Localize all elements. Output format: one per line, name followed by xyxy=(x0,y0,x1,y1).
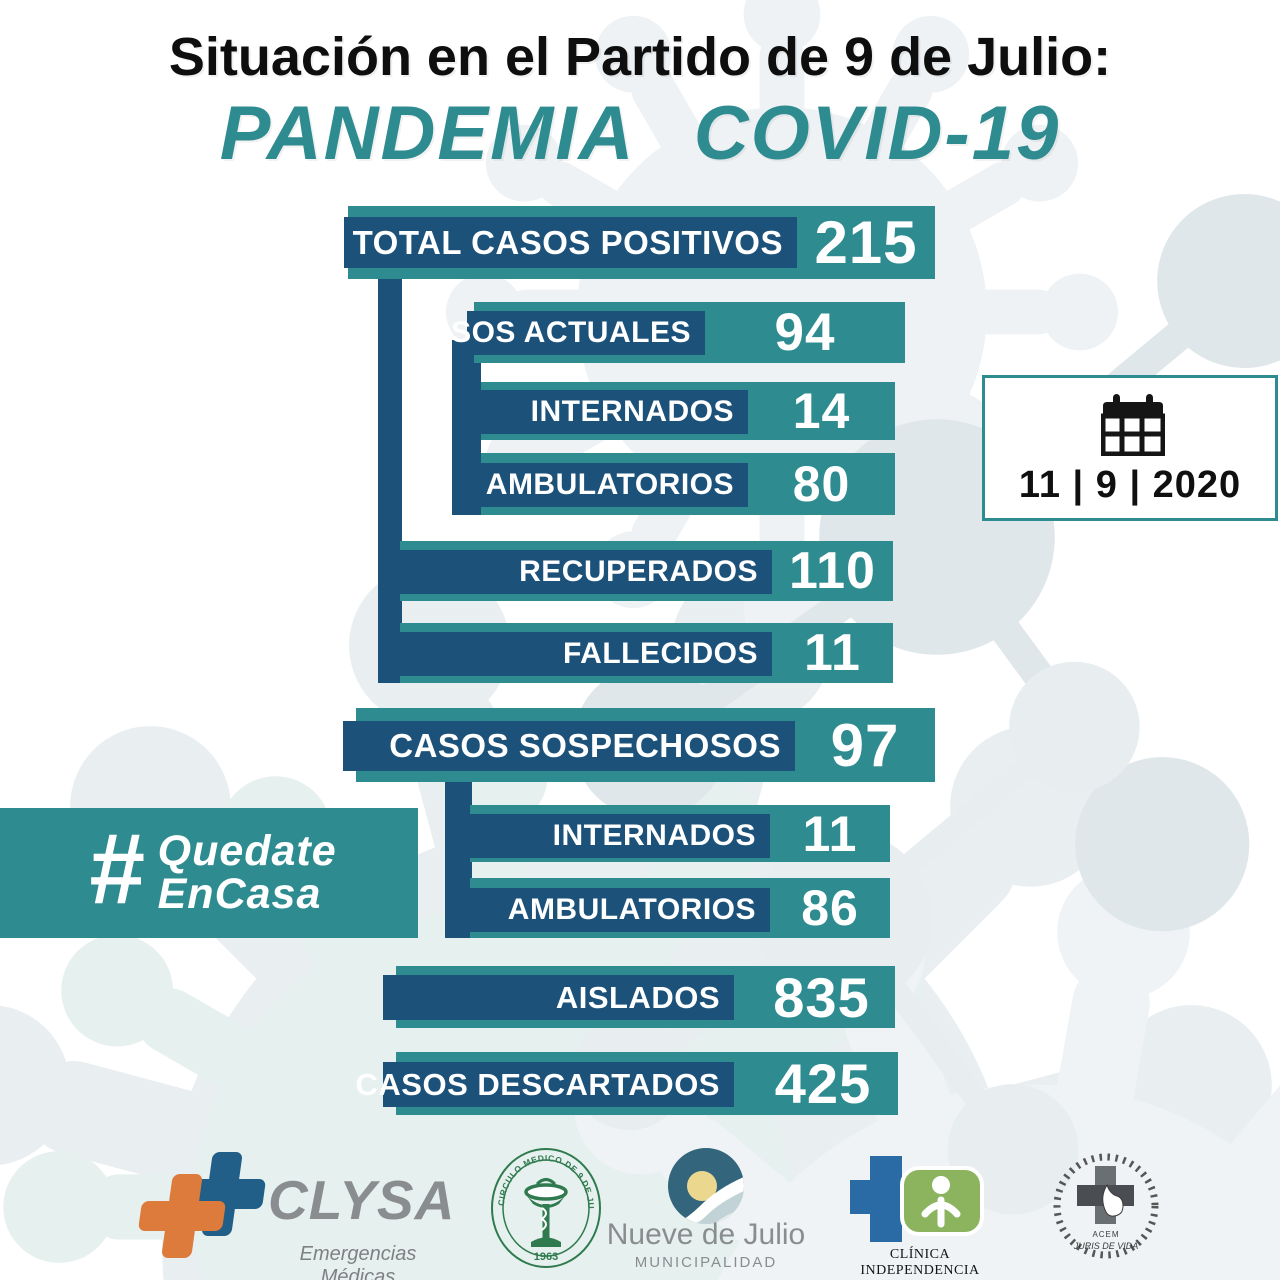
acem-motto: JURIS DE VIDA xyxy=(1073,1241,1139,1251)
stat-value: 14 xyxy=(792,383,851,439)
clinica-independencia-name: CLÍNICA INDEPENDENCIA xyxy=(860,1247,980,1278)
stat-value: 97 xyxy=(830,711,900,779)
hashtag-icon: # xyxy=(88,813,144,925)
stat-label-bar: INTERNADOS xyxy=(473,390,748,434)
hashtag-line2: EnCasa xyxy=(157,870,322,918)
date-box: 11 | 9 | 2020 xyxy=(982,375,1278,521)
stat-value: 86 xyxy=(801,880,859,936)
stat-row-total-casos-positivos: 215 TOTAL CASOS POSITIVOS xyxy=(344,206,935,279)
stat-value: 94 xyxy=(774,303,836,362)
stat-value: 80 xyxy=(792,456,851,512)
stat-label-bar: CASOS ACTUALES xyxy=(407,311,705,355)
stat-label-bar: TOTAL CASOS POSITIVOS xyxy=(344,217,797,268)
stat-row-internados-actuales: 14 INTERNADOS xyxy=(473,382,895,440)
date-text: 11 | 9 | 2020 xyxy=(1018,464,1242,506)
stat-label: INTERNADOS xyxy=(530,395,734,428)
stat-value: 110 xyxy=(789,542,876,600)
stat-row-ambulatorios-actuales: 80 AMBULATORIOS xyxy=(473,453,895,515)
stat-value: 11 xyxy=(802,805,858,862)
stat-label: AMBULATORIOS xyxy=(507,893,756,926)
stat-label-bar: AISLADOS xyxy=(383,975,734,1020)
municipalidad-name: Nueve de Julio xyxy=(606,1218,806,1251)
stat-label: FALLECIDOS xyxy=(562,637,758,670)
stat-label-bar: AMBULATORIOS xyxy=(473,463,748,507)
stat-label-bar: CASOS SOSPECHOSOS xyxy=(343,721,795,771)
hashtag-line1: Quedate xyxy=(157,827,337,875)
municipalidad-subtitle: MUNICIPALIDAD xyxy=(634,1254,778,1271)
stat-label-bar: AMBULATORIOS xyxy=(462,888,770,932)
acem-text: ACEM xyxy=(1092,1230,1119,1239)
connector-total-branch xyxy=(378,250,402,683)
clysa-tagline: Emergencias Médicas xyxy=(299,1243,417,1280)
clysa-logo-text: CLYSA xyxy=(268,1169,456,1231)
page-subtitle: PANDEMIA COVID-19 xyxy=(219,91,1061,176)
stat-row-casos-actuales: 94 CASOS ACTUALES xyxy=(407,302,905,363)
stat-value: 835 xyxy=(773,965,870,1029)
stat-row-recuperados: 110 RECUPERADOS xyxy=(393,541,893,601)
stat-row-ambulatorios-sospechosos: 86 AMBULATORIOS xyxy=(462,878,890,938)
stat-row-casos-sospechosos: 97 CASOS SOSPECHOSOS xyxy=(343,708,935,782)
nueve-de-julio-sun-wave-icon xyxy=(668,1148,744,1224)
stat-value: 425 xyxy=(774,1052,872,1115)
stat-row-internados-sospechosos: 11 INTERNADOS xyxy=(462,805,890,862)
stat-label: CASOS ACTUALES xyxy=(406,316,691,349)
acem-stamp-icon: ACEM JURIS DE VIDA xyxy=(1053,1153,1159,1259)
stat-label-bar: RECUPERADOS xyxy=(393,550,772,594)
stat-label: RECUPERADOS xyxy=(519,555,758,588)
hashtag-text: Quedate EnCasa xyxy=(158,830,337,916)
page-title: Situación en el Partido de 9 de Julio: xyxy=(168,27,1112,87)
circulo-medico-caduceus-icon: CIRCULO MEDICO DE 9 DE JULIO 1963 xyxy=(486,1146,601,1268)
stat-label: TOTAL CASOS POSITIVOS xyxy=(352,223,783,261)
stat-row-casos-descartados: 425 CASOS DESCARTADOS xyxy=(356,1052,898,1115)
stat-label: AISLADOS xyxy=(555,979,720,1015)
stat-label-bar: CASOS DESCARTADOS xyxy=(356,1062,734,1107)
stat-label: INTERNADOS xyxy=(552,819,756,852)
clinica-independencia-cross-person-icon xyxy=(850,1156,984,1242)
circulo-medico-year: 1963 xyxy=(534,1251,558,1263)
stat-row-aislados: 835 AISLADOS xyxy=(383,965,895,1029)
stat-value: 11 xyxy=(804,624,861,682)
stat-row-fallecidos: 11 FALLECIDOS xyxy=(393,623,893,683)
stat-label: CASOS SOSPECHOSOS xyxy=(389,727,781,764)
stat-label-bar: FALLECIDOS xyxy=(393,632,772,676)
hashtag-quedate-en-casa-banner: # Quedate EnCasa xyxy=(0,808,418,938)
stat-label: CASOS DESCARTADOS xyxy=(355,1066,720,1102)
stat-label-bar: INTERNADOS xyxy=(462,814,770,858)
stat-label: AMBULATORIOS xyxy=(485,468,734,501)
calendar-icon xyxy=(1101,394,1165,456)
clysa-crosses-icon xyxy=(138,1152,266,1258)
stat-value: 215 xyxy=(814,209,918,276)
